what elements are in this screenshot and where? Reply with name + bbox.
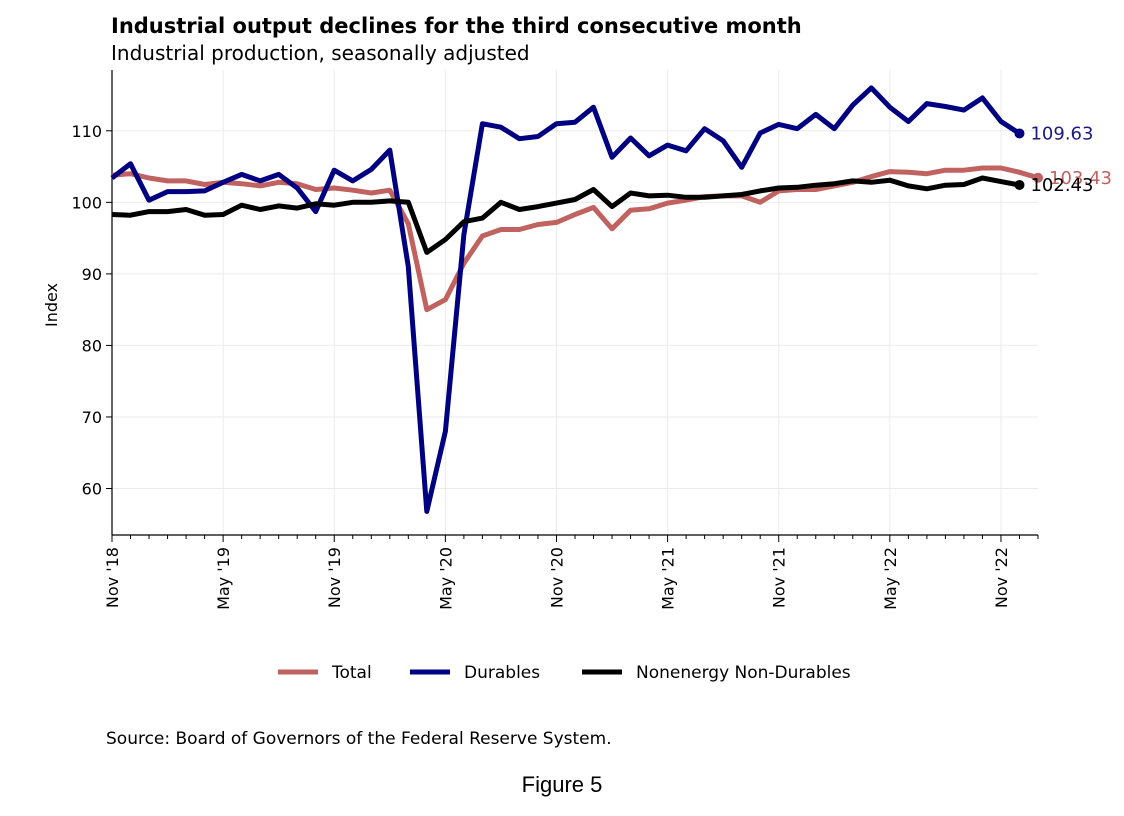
series-line-1 xyxy=(110,85,1021,514)
legend-label-1: Durables xyxy=(464,663,540,683)
plot-area: 103.43 109.63 102.43 xyxy=(110,85,1112,514)
chart-subtitle: Industrial production, seasonally adjust… xyxy=(111,41,530,65)
series-end-label-0: 103.43 xyxy=(1049,168,1112,189)
x-tick-label: Nov '19 xyxy=(325,547,344,608)
series-end-label-1: 109.63 xyxy=(1030,123,1093,144)
y-tick-label: 100 xyxy=(71,193,102,212)
series-end-marker-1 xyxy=(1014,128,1025,139)
legend-label-2: Nonenergy Non-Durables xyxy=(636,663,851,683)
series-line-2 xyxy=(111,175,1020,255)
y-tick-label: 90 xyxy=(82,265,102,284)
series-end-marker-2 xyxy=(1014,179,1025,190)
x-tick-label: May '22 xyxy=(881,547,900,610)
legend: Total Durables Nonenergy Non-Durables xyxy=(278,663,851,683)
source-note: Source: Board of Governors of the Federa… xyxy=(106,729,612,749)
gridlines xyxy=(111,70,1038,535)
x-tick-label: Nov '18 xyxy=(103,547,122,608)
x-axis-ticks: Nov '18 May '19 Nov '19 May '20 Nov '20 May '… xyxy=(103,535,1039,610)
y-tick-label: 110 xyxy=(71,122,102,141)
chart-title: Industrial output declines for the third… xyxy=(111,14,802,38)
x-tick-label: Nov '21 xyxy=(770,547,789,608)
x-tick-label: May '20 xyxy=(436,547,455,610)
x-tick-label: May '19 xyxy=(214,547,233,610)
y-tick-label: 70 xyxy=(82,408,102,427)
y-tick-label: 60 xyxy=(82,480,102,499)
x-tick-label: Nov '20 xyxy=(547,547,566,608)
y-tick-label: 80 xyxy=(82,336,102,355)
y-axis-ticks: 60 70 80 90 100 110 xyxy=(71,122,112,499)
figure-caption: Figure 5 xyxy=(521,772,603,797)
series-line-0 xyxy=(111,165,1039,313)
y-axis-label: Index xyxy=(42,283,61,327)
x-tick-label: Nov '22 xyxy=(992,547,1011,608)
series-end-marker-0 xyxy=(1033,172,1043,183)
legend-label-0: Total xyxy=(331,663,372,683)
x-tick-label: May '21 xyxy=(659,547,678,610)
axes xyxy=(111,70,1038,536)
series-end-label-2: 102.43 xyxy=(1030,175,1093,196)
